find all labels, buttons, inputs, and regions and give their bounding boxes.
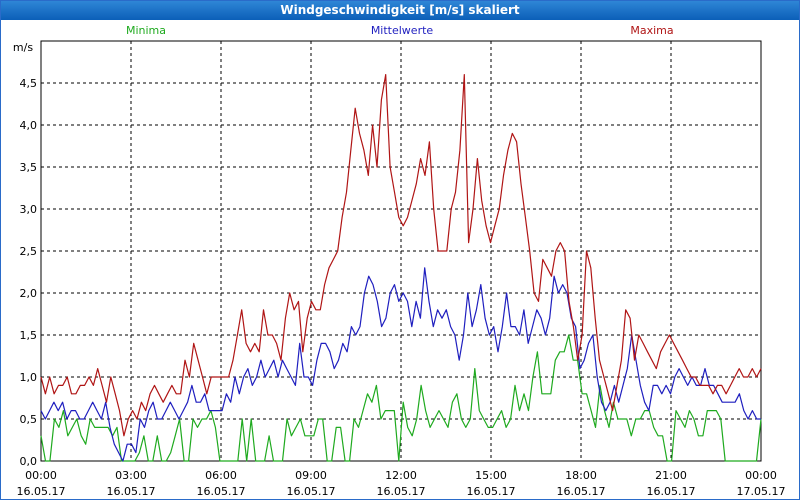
y-tick-label: 0,0 [20,455,38,468]
y-tick-label: 2,0 [20,287,38,300]
legend-item-minima: Minima [126,24,166,37]
y-tick-label: 3,5 [20,161,38,174]
y-tick-label: 2,5 [20,245,38,258]
x-tick-date: 16.05.17 [107,485,156,498]
legend-item-maxima: Maxima [630,24,673,37]
x-tick-date: 16.05.17 [647,485,696,498]
x-tick-time: 21:00 [655,469,687,482]
plot-frame [40,40,762,462]
x-tick-date: 16.05.17 [467,485,516,498]
x-tick-date: 17.05.17 [737,485,786,498]
series-line-mittelwerte [40,267,761,462]
y-tick-label: 3,0 [20,203,38,216]
series-line-minima [40,334,762,462]
series-layer [40,73,762,462]
y-axis: 0,0 0,5 1,0 1,5 2,0 2,5 3,0 3,5 4,0 4,5 [20,77,38,468]
x-tick-time: 00:00 [745,469,777,482]
x-tick-time: 18:00 [565,469,597,482]
x-tick-time: 06:00 [205,469,237,482]
y-tick-label: 0,5 [20,413,38,426]
x-tick-time: 12:00 [385,469,417,482]
x-tick-time: 00:00 [25,469,57,482]
y-tick-label: 1,0 [20,371,38,384]
x-tick-date: 16.05.17 [197,485,246,498]
y-tick-label: 4,0 [20,119,38,132]
line-chart: 0,0 0,5 1,0 1,5 2,0 2,5 3,0 3,5 4,0 4,5 00:00 16.0… [13,24,786,498]
window-title: Windgeschwindigkeit [m/s] skaliert [1,1,799,20]
y-tick-label: 1,5 [20,329,38,342]
x-tick-date: 16.05.17 [17,485,66,498]
x-tick-date: 16.05.17 [557,485,606,498]
legend: Minima Mittelwerte Maxima [126,24,674,37]
x-tick-time: 15:00 [475,469,507,482]
x-tick-time: 09:00 [295,469,327,482]
y-axis-unit: m/s [13,41,33,54]
x-tick-date: 16.05.17 [377,485,426,498]
x-tick-date: 16.05.17 [287,485,336,498]
legend-item-mittelwerte: Mittelwerte [371,24,434,37]
x-tick-time: 03:00 [115,469,147,482]
series-line-maxima [40,73,762,437]
x-axis: 00:00 16.05.17 03:00 16.05.17 06:00 16.05.17 0… [17,469,786,498]
y-tick-label: 4,5 [20,77,38,90]
